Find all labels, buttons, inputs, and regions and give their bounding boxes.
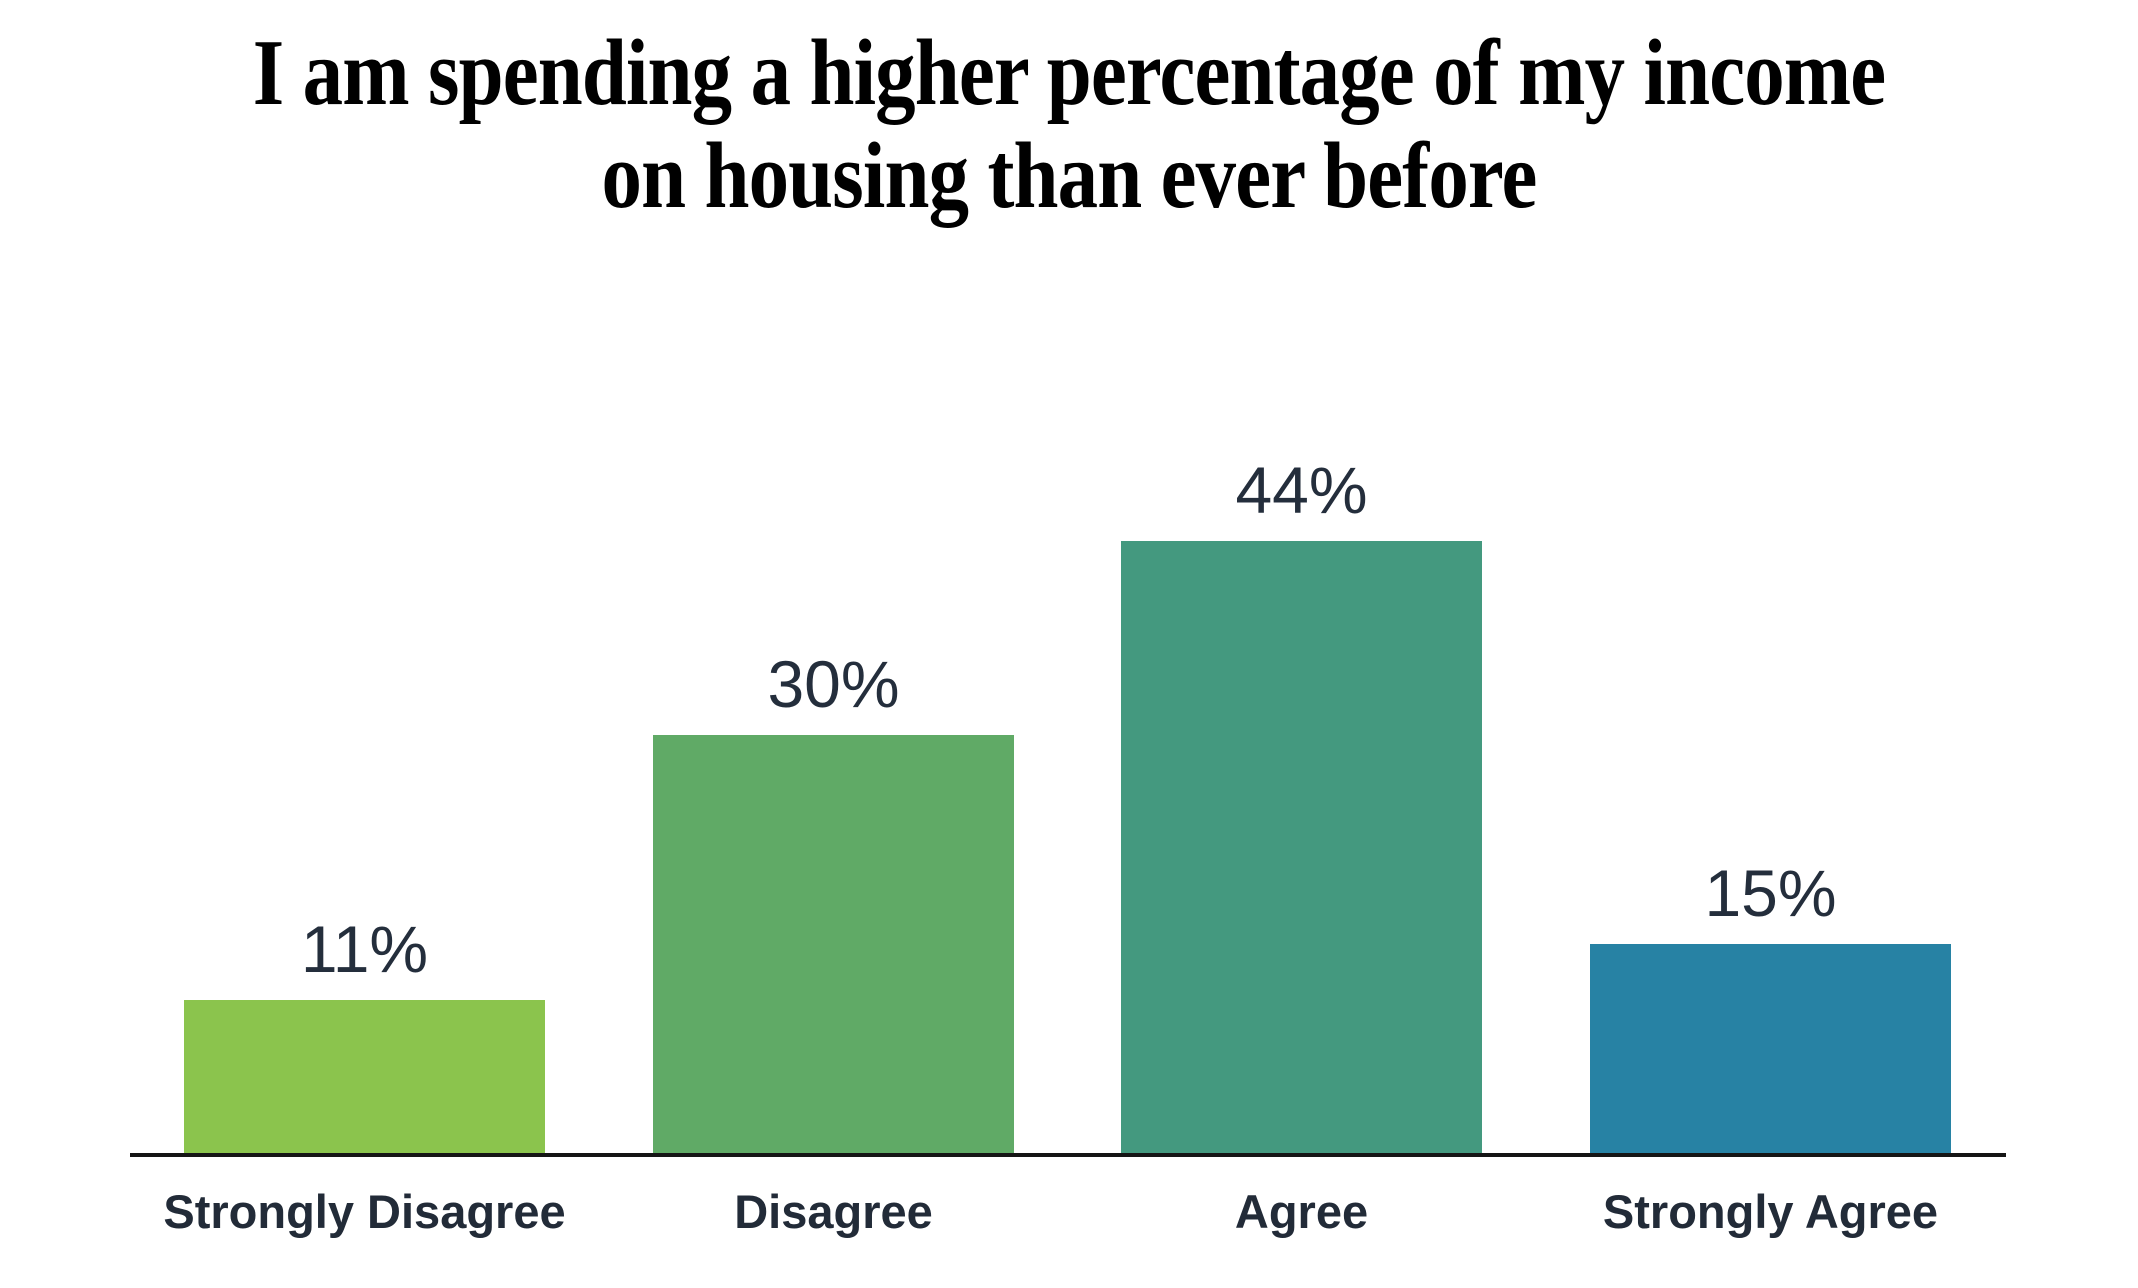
bar	[1121, 541, 1482, 1153]
chart-title-line-1: I am spending a higher percentage of my …	[252, 21, 1886, 125]
bar-category-label: Agree	[1234, 1185, 1369, 1238]
bar	[653, 735, 1014, 1153]
chart-title-line-2: on housing than ever before	[601, 124, 1538, 229]
chart-title: I am spending a higher percentage of my …	[150, 21, 1989, 229]
bar-category-label: Disagree	[734, 1185, 933, 1238]
bar-category-label: Strongly Disagree	[163, 1185, 566, 1238]
bar-value-label: 30%	[767, 646, 900, 721]
bar-value-label: 15%	[1704, 855, 1837, 930]
bar-category-label: Strongly Agree	[1602, 1185, 1939, 1238]
bar-value-label: 44%	[1235, 452, 1368, 527]
bar-value-label: 11%	[300, 911, 429, 986]
bar	[1590, 944, 1951, 1153]
x-axis-line	[130, 1153, 2006, 1157]
bar	[184, 1000, 545, 1153]
